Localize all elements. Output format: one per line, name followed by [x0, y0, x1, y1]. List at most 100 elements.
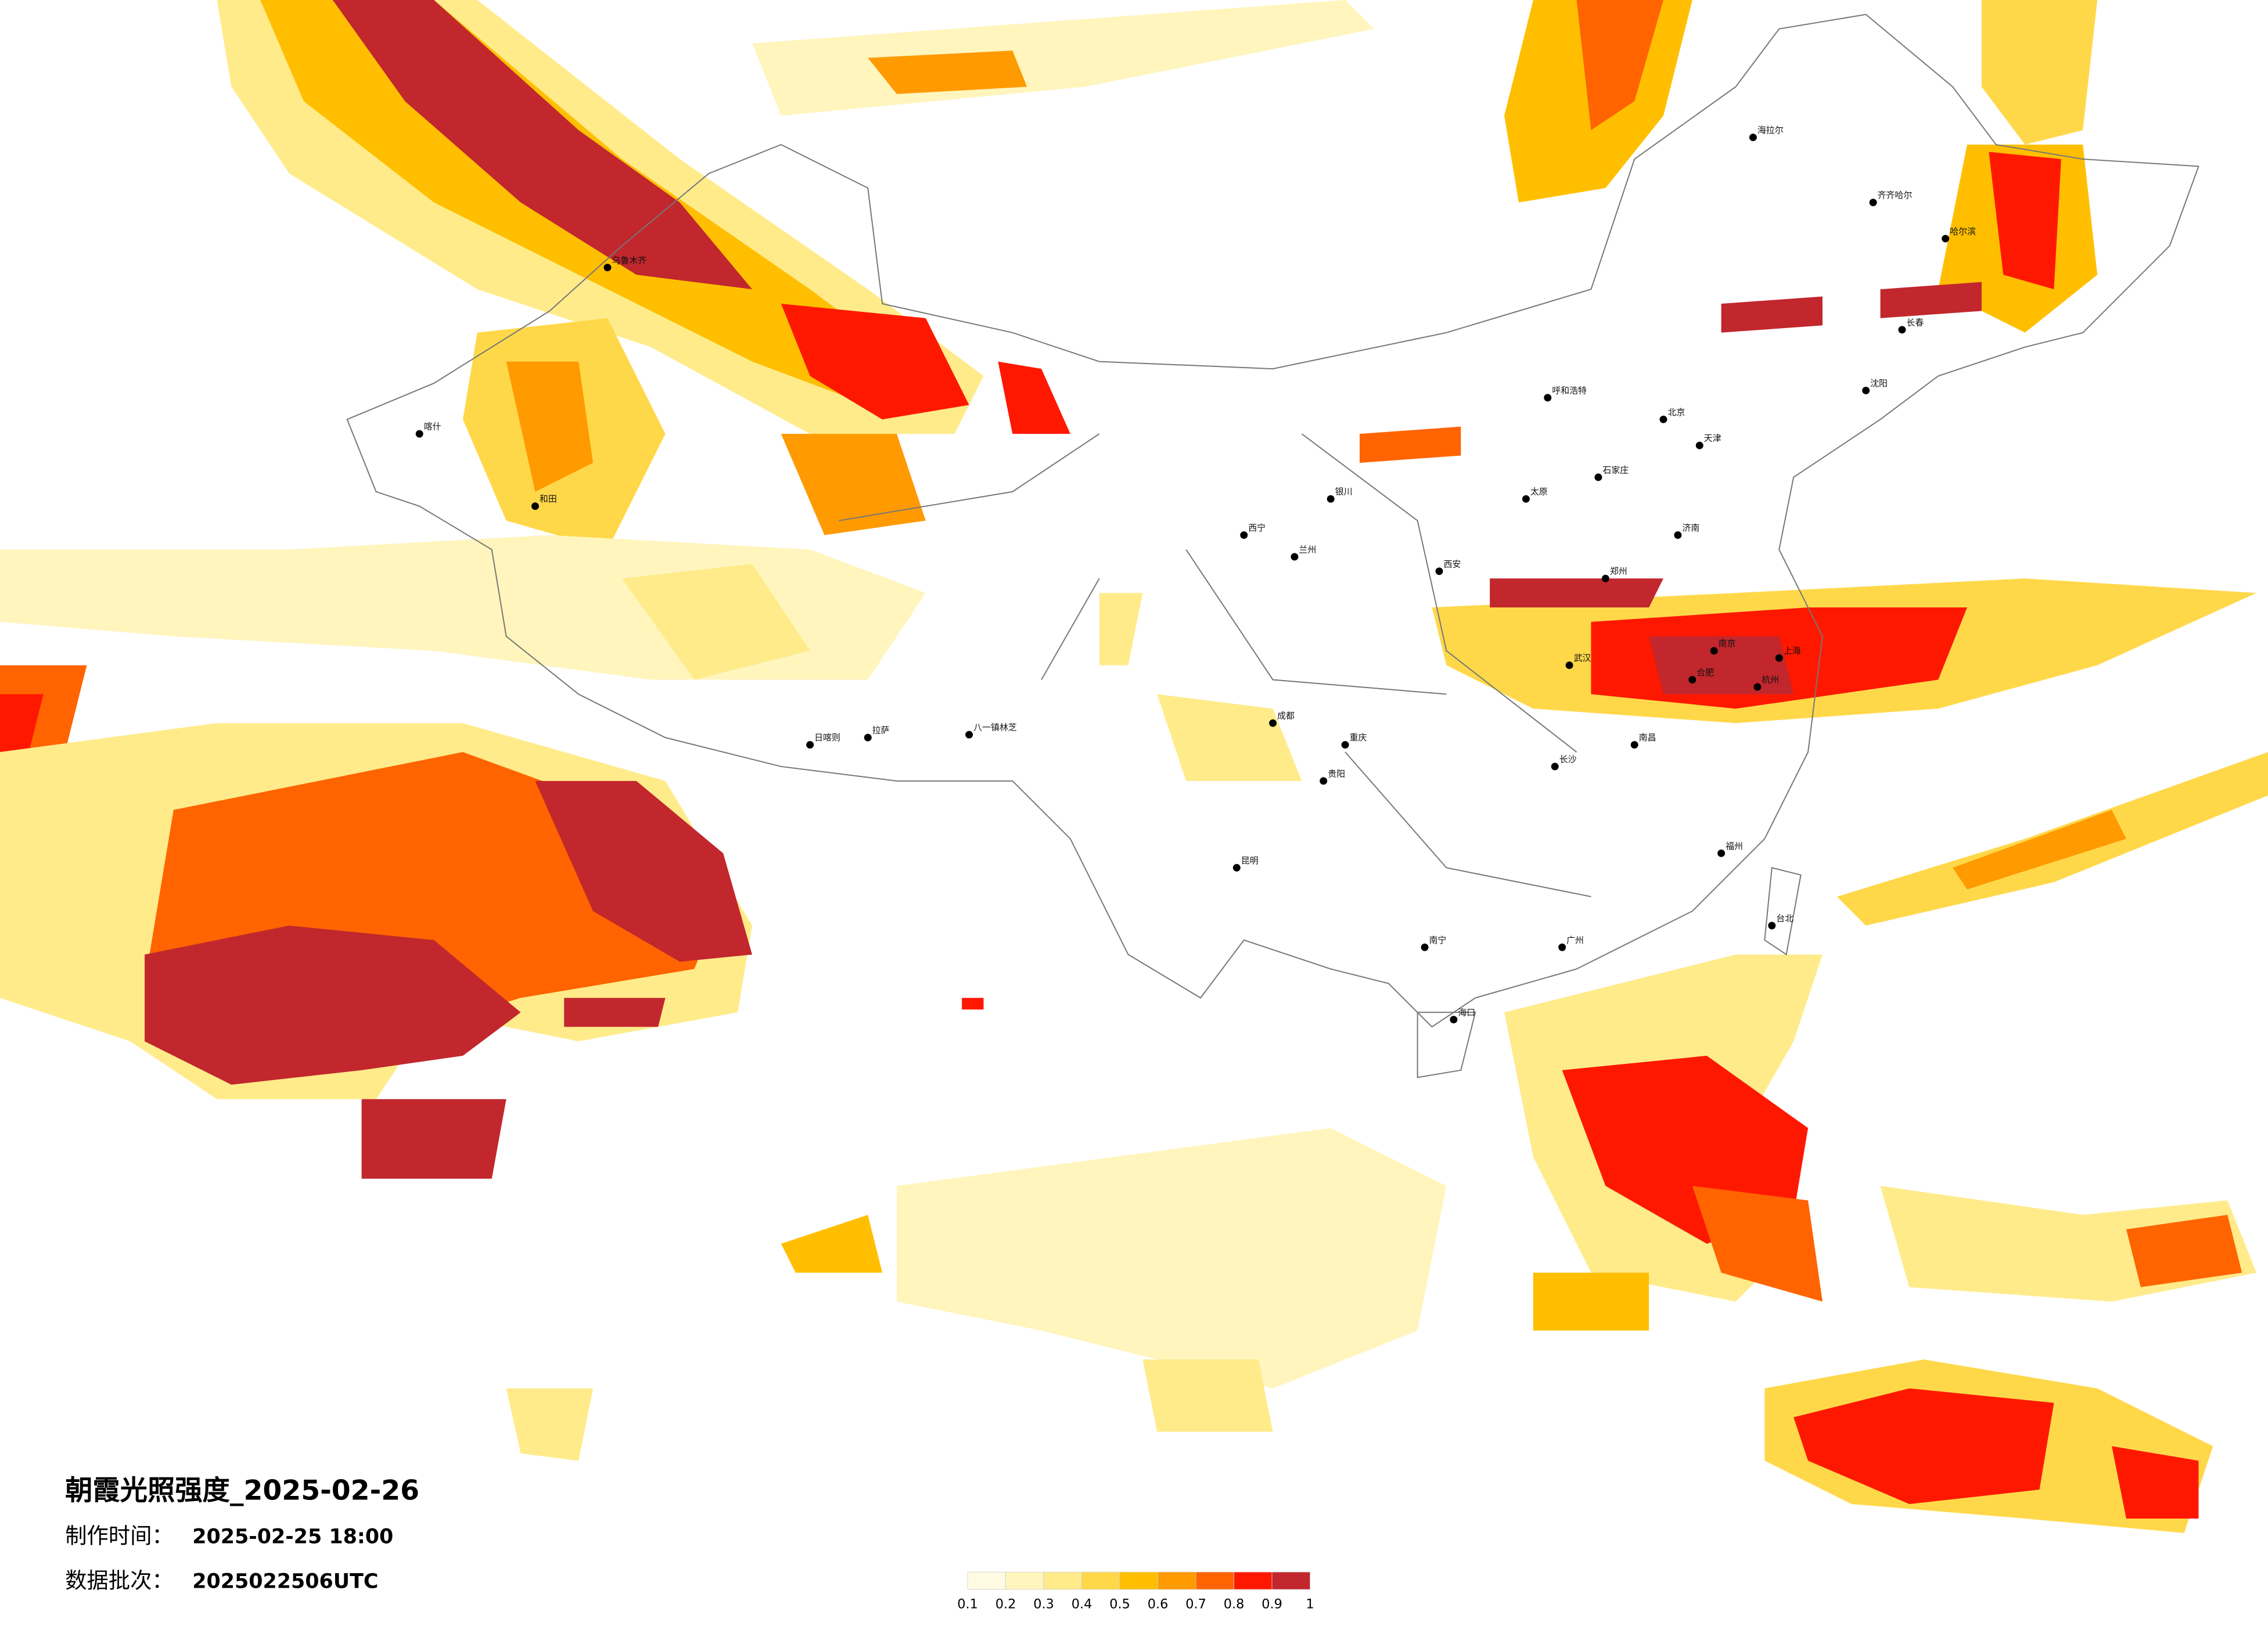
city-label: 乌鲁木齐 [612, 255, 646, 265]
city-dot [1320, 777, 1328, 785]
city-label: 贵阳 [1328, 768, 1345, 779]
legend-tick-label: 0.4 [1072, 1596, 1092, 1611]
city-label: 石家庄 [1602, 465, 1629, 475]
meta-value: 2025-02-25 18:00 [192, 1525, 393, 1548]
city-dot [1659, 415, 1667, 423]
city-dot [1688, 676, 1696, 684]
city-label: 哈尔滨 [1950, 226, 1976, 236]
city-dot [1695, 441, 1703, 449]
legend-swatch [1119, 1571, 1158, 1590]
legend-swatch [1271, 1571, 1310, 1590]
city-dot [1435, 567, 1443, 575]
city-dot [1269, 719, 1277, 727]
legend-tick-label: 0.3 [1033, 1596, 1054, 1611]
city-label: 福州 [1726, 841, 1743, 851]
legend-swatch [1195, 1571, 1234, 1590]
city-label: 西安 [1443, 559, 1461, 569]
city-dot [1942, 235, 1950, 243]
legend-swatch [1043, 1571, 1082, 1590]
city-label: 南昌 [1639, 732, 1656, 743]
city-label: 拉萨 [872, 725, 890, 736]
city-dot [1768, 922, 1776, 930]
city-dot [1544, 394, 1552, 402]
city-dot [415, 430, 423, 438]
city-label: 成都 [1277, 711, 1295, 721]
city-label: 武汉 [1574, 653, 1591, 663]
city-dot [1327, 495, 1335, 503]
city-label: 海拉尔 [1757, 125, 1784, 135]
legend-tick-label: 0.1 [957, 1596, 978, 1611]
city-dot [1594, 473, 1602, 481]
city-label: 海口 [1458, 1007, 1475, 1017]
city-dot [1601, 574, 1609, 582]
city-dot [1551, 762, 1559, 771]
legend: 0.1 0.2 0.3 0.4 0.5 0.6 0.7 0.8 0.9 1 [957, 1571, 1314, 1611]
city-dot [1710, 647, 1718, 655]
city-dot [1291, 553, 1299, 561]
city-label: 和田 [540, 494, 557, 504]
city-dot [1522, 495, 1530, 503]
city-dot [806, 741, 814, 749]
legend-swatch [1158, 1571, 1196, 1590]
legend-tick-label: 0.9 [1261, 1596, 1282, 1611]
city-label: 齐齐哈尔 [1878, 190, 1913, 200]
city-label: 台北 [1776, 913, 1793, 923]
city-dot [1717, 849, 1726, 857]
city-dot [1450, 1016, 1458, 1024]
city-label: 银川 [1335, 487, 1353, 497]
city-label: 北京 [1667, 407, 1685, 418]
city-dot [1869, 199, 1877, 207]
city-label: 南宁 [1429, 935, 1447, 945]
legend-tick-label: 0.7 [1185, 1596, 1206, 1611]
city-label: 喀什 [424, 422, 441, 432]
city-label: 八一镇林芝 [973, 722, 1017, 733]
legend-swatch [1005, 1571, 1044, 1590]
meta-label: 制作时间： [65, 1523, 174, 1548]
city-label: 重庆 [1350, 732, 1367, 743]
city-dot [531, 502, 539, 510]
city-label: 日喀则 [814, 732, 840, 743]
city-label: 南京 [1719, 638, 1736, 649]
meta-value: 2025022506UTC [192, 1570, 378, 1593]
heat-layer [0, 0, 2268, 1533]
city-dot [1240, 531, 1248, 539]
city-label: 合肥 [1696, 667, 1714, 678]
city-dot [1749, 134, 1757, 142]
city-dot [1753, 683, 1762, 691]
city-label: 长沙 [1559, 754, 1577, 764]
borders [346, 13, 2199, 1078]
legend-tick-label: 1 [1306, 1596, 1314, 1611]
city-label: 郑州 [1610, 566, 1627, 577]
city-dot [864, 733, 872, 742]
city-label: 上海 [1784, 646, 1801, 656]
city-label: 太原 [1530, 487, 1548, 497]
city-label: 昆明 [1241, 855, 1259, 866]
city-dot [1565, 661, 1573, 670]
city-label: 杭州 [1762, 674, 1779, 685]
legend-swatch [1234, 1571, 1273, 1590]
city-label: 沈阳 [1870, 378, 1888, 388]
city-dot [1862, 386, 1870, 394]
city-dot [1232, 864, 1241, 872]
city-label: 西宁 [1248, 523, 1266, 533]
map-title: 朝霞光照强度_2025-02-26 [65, 1475, 419, 1507]
city-dot [1421, 943, 1429, 951]
city-dot [1898, 326, 1906, 334]
city-label: 天津 [1704, 433, 1721, 444]
legend-swatch [967, 1571, 1006, 1590]
legend-tick-label: 0.2 [995, 1596, 1016, 1611]
legend-tick-label: 0.5 [1109, 1596, 1130, 1611]
city-label: 广州 [1566, 935, 1584, 945]
city-label: 呼和浩特 [1552, 385, 1587, 395]
city-dot [1674, 531, 1682, 539]
meta-label: 数据批次： [65, 1567, 174, 1593]
city-label: 长春 [1906, 317, 1924, 328]
city-dot [965, 731, 973, 739]
city-label: 济南 [1682, 523, 1699, 533]
legend-tick-label: 0.8 [1224, 1596, 1245, 1611]
city-dot [1341, 741, 1349, 749]
city-label: 兰州 [1299, 544, 1316, 555]
